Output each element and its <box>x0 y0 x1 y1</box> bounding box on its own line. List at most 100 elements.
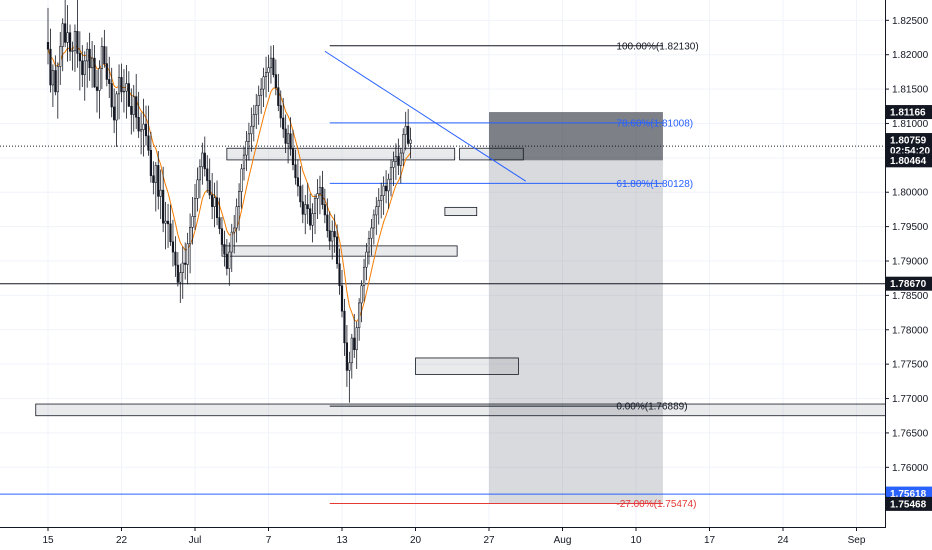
candle-body <box>326 214 329 232</box>
candle-body <box>375 206 378 216</box>
time-tick-label: 27 <box>483 535 495 546</box>
candle-body <box>301 201 304 215</box>
price-tick-label: 1.78000 <box>892 325 929 336</box>
candle-body <box>338 263 341 287</box>
candle-body <box>144 123 148 137</box>
candle-body <box>54 70 57 93</box>
candle-body <box>328 230 331 242</box>
candle-body <box>174 251 177 266</box>
candle-body <box>46 42 50 50</box>
candle-body <box>49 48 52 86</box>
candle-body <box>135 96 138 118</box>
candle-body <box>117 77 121 95</box>
price-label-text: 1.78670 <box>890 279 927 290</box>
candle-body <box>81 60 84 75</box>
candle-body <box>120 77 123 93</box>
time-tick-label: 20 <box>410 535 422 546</box>
candle-body <box>240 168 243 192</box>
trendline[interactable] <box>324 50 527 182</box>
candle-body <box>95 86 99 91</box>
price-tick-label: 1.80000 <box>892 188 929 199</box>
price-tick-label: 1.82000 <box>892 50 929 61</box>
time-tick-label: 22 <box>116 535 128 546</box>
candle-body <box>370 227 373 239</box>
candle-body <box>115 93 118 121</box>
candle-body <box>64 23 67 43</box>
candle-body <box>181 262 184 273</box>
price-label-text: 1.80464 <box>890 156 927 167</box>
candle-body <box>130 105 133 115</box>
candle-body <box>282 117 285 130</box>
candle-body <box>291 148 295 166</box>
price-tick-label: 1.79500 <box>892 222 929 233</box>
price-label-text: 1.80759 <box>890 136 927 147</box>
candle-body <box>179 272 182 283</box>
time-tick-label: Aug <box>554 535 572 546</box>
time-tick-label: 15 <box>42 535 54 546</box>
candle-body <box>103 46 106 64</box>
position-stop-zone[interactable] <box>489 112 663 161</box>
candle-body <box>262 76 265 90</box>
zone-rectangle[interactable] <box>444 206 478 217</box>
candle-body <box>196 179 199 199</box>
price-tick-label: 1.81000 <box>892 119 929 130</box>
candle-body <box>203 152 206 170</box>
price-label-text: 1.75468 <box>890 499 927 510</box>
candle-body <box>206 168 209 181</box>
candle-body <box>159 189 162 197</box>
candle-body <box>137 116 140 132</box>
time-tick-label: Jul <box>189 535 202 546</box>
candle-body <box>93 57 96 88</box>
candle-body <box>86 48 89 62</box>
candle-body <box>311 213 314 226</box>
price-label-text: 02:54:20 <box>890 146 930 157</box>
candle-body <box>186 243 189 265</box>
time-scale[interactable] <box>0 527 932 550</box>
candle-body <box>409 139 412 144</box>
candle-body <box>88 48 91 69</box>
candle-body <box>267 67 270 73</box>
candle-body <box>166 220 170 225</box>
candle-body <box>333 231 336 238</box>
position-target-zone[interactable] <box>489 160 663 504</box>
candle-body <box>105 63 108 80</box>
candle-body <box>274 74 277 89</box>
candle-body <box>399 152 402 166</box>
price-tick-label: 1.81500 <box>892 85 929 96</box>
candle-body <box>127 83 130 107</box>
price-scale[interactable] <box>885 0 932 550</box>
candle-body <box>98 68 101 91</box>
candle-body <box>372 214 375 229</box>
candle-body <box>208 180 211 196</box>
candle-body <box>313 198 317 214</box>
candle-body <box>286 133 290 144</box>
candle-body <box>365 251 368 268</box>
candle-body <box>154 165 157 183</box>
candle-body <box>318 187 322 194</box>
time-tick-label: 17 <box>704 535 716 546</box>
candle-body <box>331 231 334 242</box>
candle-body <box>279 105 282 119</box>
zone-rectangle[interactable] <box>459 147 524 161</box>
candle-body <box>250 125 253 135</box>
candle-body <box>71 50 74 52</box>
candle-body <box>230 231 233 253</box>
candle-body <box>260 88 263 96</box>
price-tick-label: 1.82500 <box>892 16 929 27</box>
candle-body <box>78 53 81 62</box>
zone-rectangle[interactable] <box>226 147 456 161</box>
candle-body <box>269 57 273 69</box>
candle-body <box>142 123 145 130</box>
candle-body <box>198 166 202 181</box>
zone-rectangle[interactable] <box>415 357 519 375</box>
fib-level-label: 78.60%(1.81008) <box>616 118 693 129</box>
candle-body <box>387 178 390 192</box>
candle-body <box>257 94 260 106</box>
candle-body <box>389 167 393 180</box>
candle-body <box>147 135 150 151</box>
candle-body <box>73 31 77 51</box>
candle-body <box>152 175 155 183</box>
candle-body <box>309 208 312 226</box>
